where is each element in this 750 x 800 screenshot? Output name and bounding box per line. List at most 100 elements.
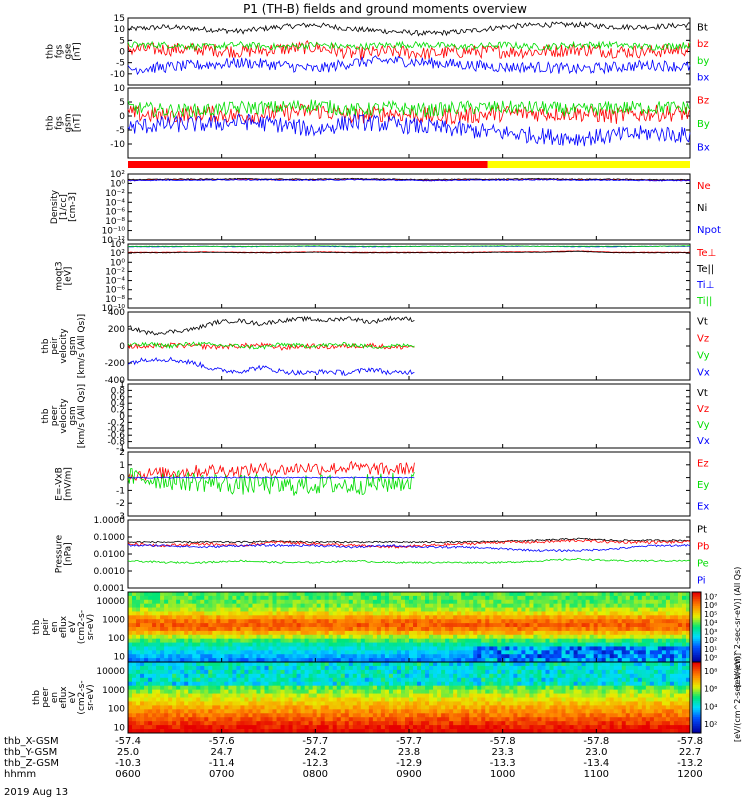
heatmap-cell: [136, 701, 141, 706]
heatmap-cell: [152, 611, 157, 616]
heatmap-cell: [252, 603, 257, 608]
legend-entry: Ne: [697, 181, 711, 192]
heatmap-cell: [577, 721, 583, 726]
colorbar-tick-label: 10¹: [704, 645, 717, 654]
heatmap-cell: [292, 627, 297, 632]
heatmap-cell: [521, 713, 526, 718]
heatmap-cell: [220, 646, 225, 651]
heatmap-cell: [248, 619, 253, 624]
heatmap-cell: [461, 689, 466, 694]
heatmap-cell: [300, 638, 306, 643]
heatmap-cell: [517, 646, 522, 651]
heatmap-cell: [421, 623, 426, 628]
heatmap-cell: [501, 685, 506, 691]
heatmap-cell: [392, 595, 398, 601]
heatmap-cell: [352, 654, 358, 659]
heatmap-cell: [485, 689, 490, 694]
heatmap-cell: [148, 677, 153, 683]
heatmap-cell: [597, 607, 603, 612]
heatmap-cell: [140, 729, 145, 734]
heatmap-cell: [248, 611, 253, 616]
heatmap-cell: [316, 693, 322, 698]
heatmap-cell: [272, 658, 277, 663]
heatmap-cell: [569, 595, 574, 601]
heatmap-cell: [320, 665, 326, 671]
heatmap-cell: [541, 685, 546, 691]
heatmap-cell: [264, 673, 269, 679]
heatmap-cell: [525, 646, 530, 651]
heatmap-cell: [461, 642, 466, 647]
y-axis-label-line: (cm2-s-: [77, 680, 87, 714]
heatmap-cell: [525, 713, 530, 718]
heatmap-cell: [473, 646, 478, 651]
heatmap-cell: [176, 650, 181, 655]
heatmap-cell: [268, 642, 273, 647]
heatmap-cell: [545, 615, 550, 620]
heatmap-cell: [168, 650, 173, 655]
heatmap-cell: [609, 592, 615, 597]
heatmap-cell: [260, 693, 265, 698]
heatmap-cell: [537, 701, 542, 706]
heatmap-cell: [517, 638, 522, 643]
heatmap-cell: [368, 717, 374, 722]
heatmap-cell: [649, 619, 655, 624]
heatmap-cell: [629, 630, 635, 636]
heatmap-cell: [388, 615, 394, 620]
heatmap-cell: [140, 697, 145, 702]
heatmap-cell: [156, 646, 161, 651]
heatmap-cell: [457, 630, 462, 636]
heatmap-cell: [396, 689, 402, 694]
heatmap-cell: [348, 607, 354, 612]
heatmap-cell: [437, 685, 442, 691]
heatmap-cell: [529, 592, 534, 597]
heatmap-cell: [489, 685, 494, 691]
heatmap-cell: [324, 689, 330, 694]
heatmap-cell: [256, 717, 261, 722]
heatmap-cell: [565, 595, 570, 601]
heatmap-cell: [240, 646, 245, 651]
heatmap-cell: [429, 650, 434, 655]
heatmap-cell: [132, 642, 137, 647]
heatmap-cell: [429, 662, 434, 667]
heatmap-cell: [489, 713, 494, 718]
heatmap-cell: [665, 638, 671, 643]
series-line-Ti||: [127, 245, 690, 247]
heatmap-cell: [132, 697, 137, 702]
heatmap-cell: [356, 697, 362, 702]
heatmap-cell: [304, 658, 310, 663]
heatmap-cell: [545, 713, 550, 718]
heatmap-cell: [384, 705, 390, 710]
heatmap-cell: [481, 611, 486, 616]
heatmap-cell: [168, 717, 173, 722]
heatmap-cell: [465, 642, 470, 647]
heatmap-cell: [344, 619, 350, 624]
heatmap-cell: [557, 673, 562, 679]
heatmap-cell: [673, 658, 679, 663]
heatmap-cell: [489, 630, 494, 636]
heatmap-cell: [232, 642, 237, 647]
heatmap-cell: [477, 697, 482, 702]
heatmap-cell: [421, 701, 426, 706]
heatmap-cell: [248, 599, 253, 605]
heatmap-cell: [156, 619, 161, 624]
heatmap-cell: [633, 603, 639, 608]
heatmap-cell: [497, 638, 502, 643]
heatmap-cell: [653, 615, 659, 620]
heatmap-cell: [208, 662, 213, 667]
heatmap-cell: [425, 681, 430, 687]
heatmap-cell: [593, 592, 599, 597]
heatmap-cell: [252, 658, 257, 663]
heatmap-cell: [413, 646, 418, 651]
heatmap-cell: [140, 595, 145, 601]
heatmap-cell: [425, 665, 430, 671]
heatmap-cell: [400, 662, 406, 667]
heatmap-cell: [248, 638, 253, 643]
heatmap-cell: [208, 607, 213, 612]
heatmap-cell: [324, 665, 330, 671]
heatmap-cell: [188, 611, 193, 616]
heatmap-cell: [280, 646, 285, 651]
heatmap-cell: [220, 713, 225, 718]
heatmap-cell: [372, 603, 378, 608]
heatmap-cell: [140, 654, 145, 659]
heatmap-cell: [489, 665, 494, 671]
